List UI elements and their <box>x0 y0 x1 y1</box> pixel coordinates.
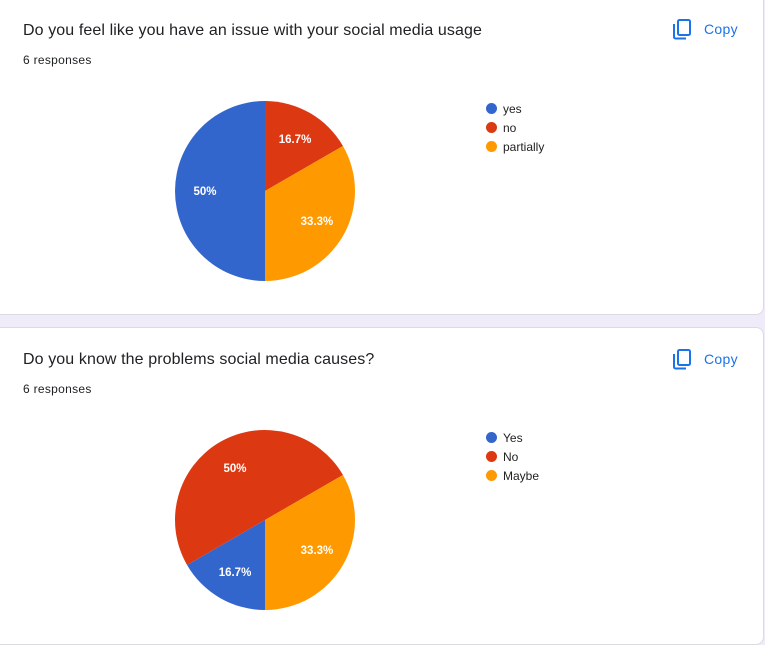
legend-label: no <box>503 120 517 135</box>
pie-chart: 50% 16.7% 33.3% <box>175 101 355 281</box>
pie-slice-yes[interactable] <box>175 101 265 281</box>
copy-label: Copy <box>704 21 738 37</box>
question-card: Do you feel like you have an issue with … <box>0 0 764 315</box>
legend-swatch <box>486 141 497 152</box>
question-card: Do you know the problems social media ca… <box>0 327 764 645</box>
legend-label: Maybe <box>503 468 540 483</box>
legend-swatch <box>486 470 497 481</box>
legend-item[interactable]: Yes <box>486 428 539 447</box>
slice-label: 33.3% <box>301 216 334 228</box>
question-title: Do you feel like you have an issue with … <box>23 22 482 39</box>
legend-item[interactable]: yes <box>486 99 544 118</box>
legend-swatch <box>486 432 497 443</box>
legend-swatch <box>486 122 497 133</box>
pie-slice-partially[interactable] <box>265 146 355 281</box>
legend-swatch <box>486 451 497 462</box>
slice-label: 16.7% <box>279 134 312 146</box>
copy-button[interactable]: Copy <box>670 14 738 44</box>
legend-label: No <box>503 449 519 464</box>
pie-slice-no[interactable] <box>175 430 343 565</box>
legend-label: partially <box>503 139 545 154</box>
slice-label: 33.3% <box>301 545 334 557</box>
question-title: Do you know the problems social media ca… <box>23 351 375 368</box>
pie-chart: 16.7% 50% 33.3% <box>175 430 355 610</box>
chart-legend: Yes No Maybe <box>486 428 539 485</box>
legend-item[interactable]: No <box>486 447 539 466</box>
copy-icon <box>673 349 691 370</box>
slice-label: 50% <box>223 463 246 475</box>
response-count: 6 responses <box>23 53 92 67</box>
legend-swatch <box>486 103 497 114</box>
response-count: 6 responses <box>23 382 92 396</box>
pie-slice-maybe[interactable] <box>265 475 355 610</box>
chart-legend: yes no partially <box>486 99 544 156</box>
legend-item[interactable]: no <box>486 118 544 137</box>
copy-label: Copy <box>704 351 738 367</box>
copy-button[interactable]: Copy <box>670 344 738 374</box>
legend-item[interactable]: Maybe <box>486 466 539 485</box>
pie-slice-yes[interactable] <box>187 520 265 610</box>
pie-slice-no[interactable] <box>265 101 343 191</box>
slice-label: 50% <box>193 186 216 198</box>
legend-label: yes <box>503 101 522 116</box>
legend-label: Yes <box>503 430 523 445</box>
copy-icon <box>673 19 691 40</box>
legend-item[interactable]: partially <box>486 137 544 156</box>
slice-label: 16.7% <box>219 567 252 579</box>
